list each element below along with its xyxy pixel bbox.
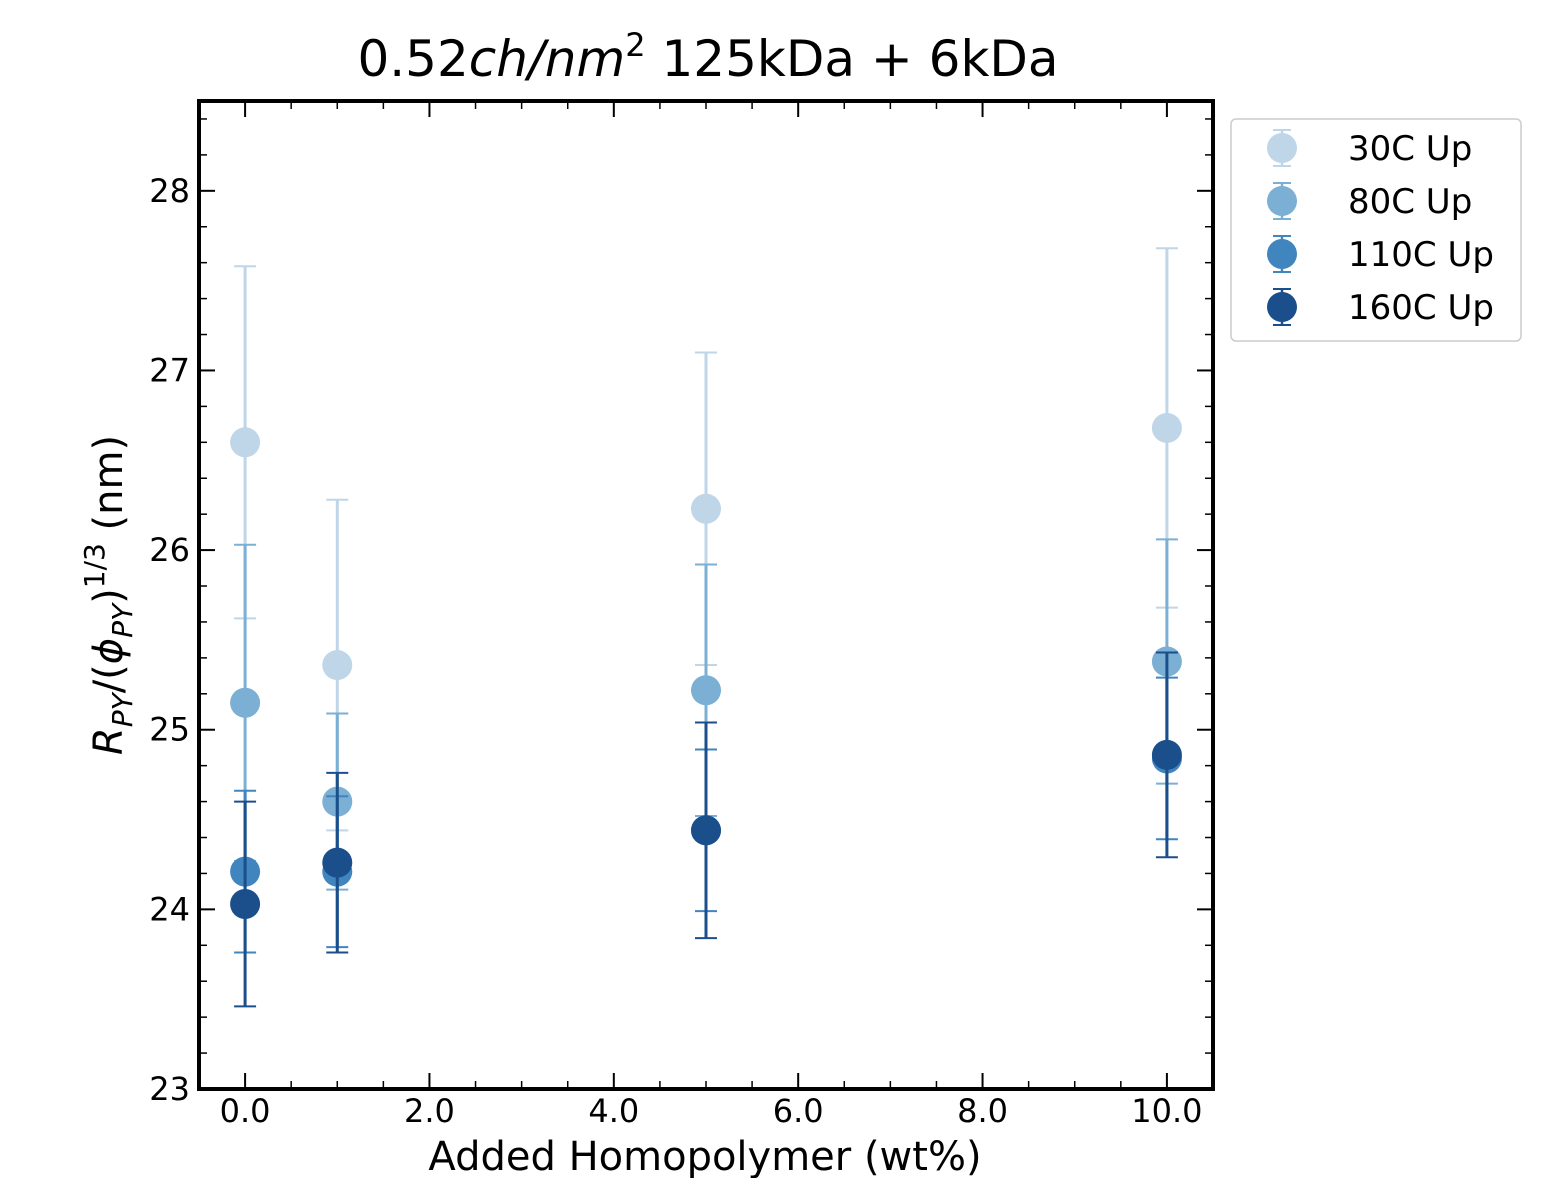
chart-title: 0.52ch/nm2 125kDa + 6kDa bbox=[357, 26, 1058, 88]
data-point bbox=[691, 815, 721, 846]
legend-label: 30C Up bbox=[1348, 129, 1472, 169]
x-tick-label: 10.0 bbox=[1131, 1092, 1202, 1130]
legend: 30C Up 80C Up 110C Up 160C Up bbox=[1230, 118, 1522, 342]
y-tick-label: 23 bbox=[149, 1070, 190, 1108]
data-point bbox=[230, 427, 261, 458]
legend-label: 110C Up bbox=[1348, 235, 1494, 275]
y-tick-label: 25 bbox=[149, 711, 190, 749]
plot-area bbox=[230, 247, 1182, 1008]
data-point bbox=[322, 650, 353, 681]
legend-marker bbox=[1267, 292, 1297, 322]
data-point bbox=[691, 675, 721, 706]
x-tick-label: 4.0 bbox=[588, 1092, 639, 1130]
x-tick-label: 0.0 bbox=[220, 1092, 271, 1130]
legend-marker bbox=[1267, 186, 1297, 216]
series-3 bbox=[230, 651, 1182, 1008]
x-axis-label: Added Homopolymer (wt%) bbox=[428, 1134, 981, 1178]
data-point bbox=[1151, 412, 1182, 443]
y-axis-label: RPY/(ϕPY)1/3 (nm) bbox=[78, 435, 139, 755]
y-tick-label: 28 bbox=[149, 172, 190, 210]
legend-label: 160C Up bbox=[1348, 288, 1494, 328]
data-point bbox=[322, 847, 353, 878]
x-tick-label: 2.0 bbox=[404, 1092, 455, 1130]
x-tick-label: 8.0 bbox=[957, 1092, 1008, 1130]
y-tick-label: 26 bbox=[149, 531, 190, 569]
legend-frame bbox=[1230, 118, 1522, 342]
y-tick-label: 24 bbox=[149, 890, 190, 928]
data-point bbox=[1151, 739, 1182, 770]
legend-marker bbox=[1267, 239, 1297, 269]
data-point bbox=[230, 888, 261, 919]
plot-frame bbox=[197, 99, 1215, 1091]
data-point bbox=[691, 493, 721, 524]
y-tick-label: 27 bbox=[149, 351, 190, 389]
x-tick-label: 6.0 bbox=[773, 1092, 824, 1130]
tick-labels: 0.0 2.0 4.0 6.0 8.0 10.0 23 24 25 26 27 28 bbox=[149, 172, 1202, 1130]
legend-marker bbox=[1267, 133, 1297, 163]
legend-label: 80C Up bbox=[1348, 182, 1472, 222]
data-point bbox=[230, 687, 261, 718]
